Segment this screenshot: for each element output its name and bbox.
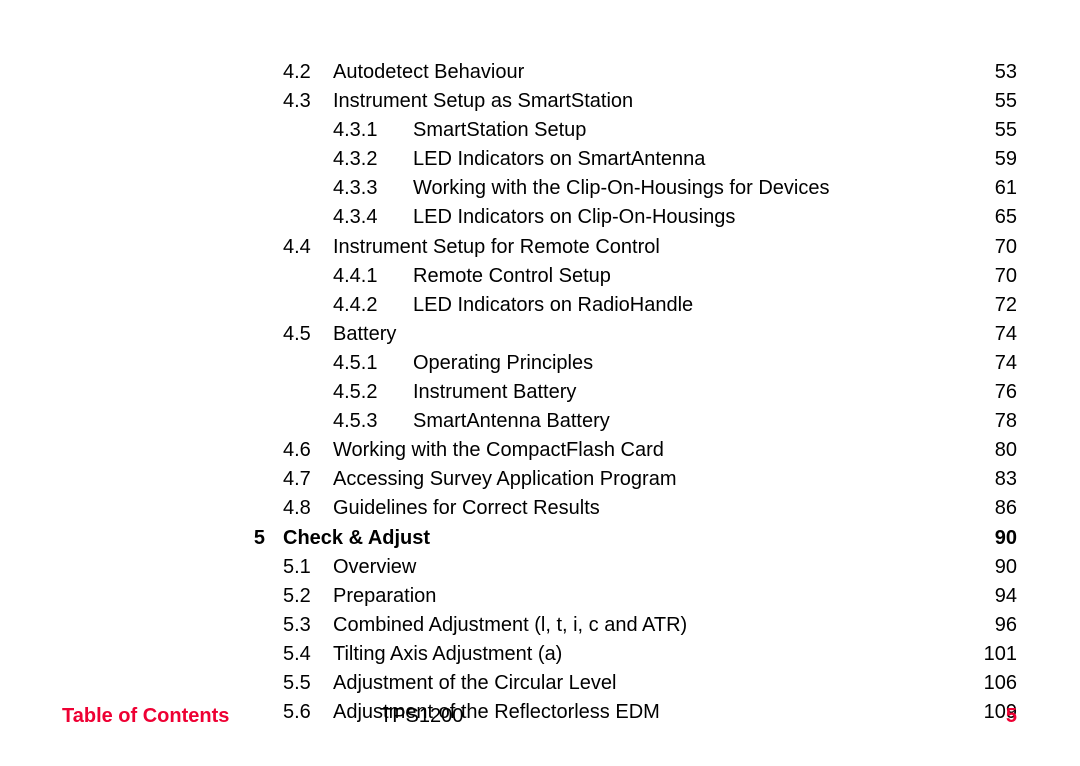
toc-title: Instrument Setup for Remote Control (333, 233, 955, 262)
toc-entry: 5.3Combined Adjustment (l, t, i, c and A… (0, 611, 1080, 640)
toc-entry: 5.2Preparation94 (0, 582, 1080, 611)
toc-entry: 4.3.3Working with the Clip-On-Housings f… (0, 174, 1080, 203)
toc-entry: 4.5.3SmartAntenna Battery78 (0, 407, 1080, 436)
toc-title: Accessing Survey Application Program (333, 465, 955, 494)
toc-page: 96 (955, 611, 1017, 640)
toc-title: SmartStation Setup (413, 116, 955, 145)
toc-title: Remote Control Setup (413, 262, 955, 291)
toc-section-number: 4.5 (283, 320, 333, 349)
toc-title: Guidelines for Correct Results (333, 494, 955, 523)
toc-entry: 4.7Accessing Survey Application Program8… (0, 465, 1080, 494)
toc-section-number: 5.4 (283, 640, 333, 669)
toc-entry: 4.5Battery74 (0, 320, 1080, 349)
footer-page-number: 5 (960, 705, 1080, 728)
toc-page: 94 (955, 582, 1017, 611)
toc-section-number: 5.3 (283, 611, 333, 640)
toc-page: 83 (955, 465, 1017, 494)
toc-subsection-number: 4.3.2 (333, 145, 413, 174)
toc-title: Overview (333, 553, 955, 582)
toc-entry: 4.4.2LED Indicators on RadioHandle72 (0, 291, 1080, 320)
toc-entry: 4.2Autodetect Behaviour53 (0, 58, 1080, 87)
toc-entry: 4.3.4LED Indicators on Clip-On-Housings6… (0, 203, 1080, 232)
toc-page: 72 (955, 291, 1017, 320)
toc-entry: 5Check & Adjust90 (0, 524, 1080, 553)
toc-page: 80 (955, 436, 1017, 465)
toc-section-number: 4.4 (283, 233, 333, 262)
toc-entry: 4.4.1Remote Control Setup70 (0, 262, 1080, 291)
toc-title: Battery (333, 320, 955, 349)
toc-title: Working with the CompactFlash Card (333, 436, 955, 465)
toc-section-number: 4.6 (283, 436, 333, 465)
toc-title: Preparation (333, 582, 955, 611)
toc-entry: 4.6Working with the CompactFlash Card80 (0, 436, 1080, 465)
toc-entry: 5.1Overview90 (0, 553, 1080, 582)
toc-page: 74 (955, 320, 1017, 349)
toc-page: 74 (955, 349, 1017, 378)
footer-section-title: Table of Contents (0, 705, 380, 728)
toc-title: LED Indicators on Clip-On-Housings (413, 203, 955, 232)
toc-title: Working with the Clip-On-Housings for De… (413, 174, 955, 203)
toc-page: 53 (955, 58, 1017, 87)
toc-title: Adjustment of the Circular Level (333, 669, 955, 698)
toc-section-number: 5.1 (283, 553, 333, 582)
toc-entry: 4.4Instrument Setup for Remote Control70 (0, 233, 1080, 262)
toc-section-number: 4.2 (283, 58, 333, 87)
page: 4.2Autodetect Behaviour534.3Instrument S… (0, 0, 1080, 766)
toc-page: 65 (955, 203, 1017, 232)
toc-section-number: 5.5 (283, 669, 333, 698)
toc-title: Tilting Axis Adjustment (a) (333, 640, 955, 669)
toc-page: 70 (955, 262, 1017, 291)
toc-page: 78 (955, 407, 1017, 436)
toc-title: Instrument Setup as SmartStation (333, 87, 955, 116)
toc-page: 70 (955, 233, 1017, 262)
toc-body: 4.2Autodetect Behaviour534.3Instrument S… (0, 58, 1080, 727)
toc-title: Instrument Battery (413, 378, 955, 407)
toc-entry: 4.5.2Instrument Battery76 (0, 378, 1080, 407)
toc-title: Autodetect Behaviour (333, 58, 955, 87)
toc-section-number: 5.2 (283, 582, 333, 611)
toc-entry: 5.5Adjustment of the Circular Level106 (0, 669, 1080, 698)
toc-chapter-number: 5 (0, 524, 283, 553)
toc-page: 59 (955, 145, 1017, 174)
toc-entry: 5.4Tilting Axis Adjustment (a)101 (0, 640, 1080, 669)
toc-subsection-number: 4.5.3 (333, 407, 413, 436)
toc-subsection-number: 4.5.2 (333, 378, 413, 407)
toc-entry: 4.3.1SmartStation Setup55 (0, 116, 1080, 145)
toc-entry: 4.8Guidelines for Correct Results86 (0, 494, 1080, 523)
toc-page: 106 (955, 669, 1017, 698)
toc-title: LED Indicators on RadioHandle (413, 291, 955, 320)
toc-section-number: 4.8 (283, 494, 333, 523)
toc-page: 86 (955, 494, 1017, 523)
toc-title: SmartAntenna Battery (413, 407, 955, 436)
toc-section-number: 4.7 (283, 465, 333, 494)
toc-subsection-number: 4.4.1 (333, 262, 413, 291)
toc-page: 90 (955, 553, 1017, 582)
toc-page: 55 (955, 116, 1017, 145)
toc-page: 61 (955, 174, 1017, 203)
toc-entry: 4.3.2LED Indicators on SmartAntenna59 (0, 145, 1080, 174)
toc-title: Operating Principles (413, 349, 955, 378)
toc-title: Combined Adjustment (l, t, i, c and ATR) (333, 611, 955, 640)
toc-page: 55 (955, 87, 1017, 116)
toc-page: 90 (955, 524, 1017, 553)
toc-entry: 4.5.1Operating Principles74 (0, 349, 1080, 378)
toc-entry: 4.3Instrument Setup as SmartStation55 (0, 87, 1080, 116)
toc-subsection-number: 4.3.1 (333, 116, 413, 145)
toc-page: 76 (955, 378, 1017, 407)
page-footer: Table of Contents TPS1200 5 (0, 705, 1080, 728)
toc-subsection-number: 4.3.3 (333, 174, 413, 203)
toc-title: LED Indicators on SmartAntenna (413, 145, 955, 174)
toc-subsection-number: 4.5.1 (333, 349, 413, 378)
toc-subsection-number: 4.4.2 (333, 291, 413, 320)
toc-subsection-number: 4.3.4 (333, 203, 413, 232)
toc-page: 101 (955, 640, 1017, 669)
toc-title: Check & Adjust (283, 524, 955, 553)
toc-section-number: 4.3 (283, 87, 333, 116)
footer-doc-title: TPS1200 (380, 705, 960, 728)
